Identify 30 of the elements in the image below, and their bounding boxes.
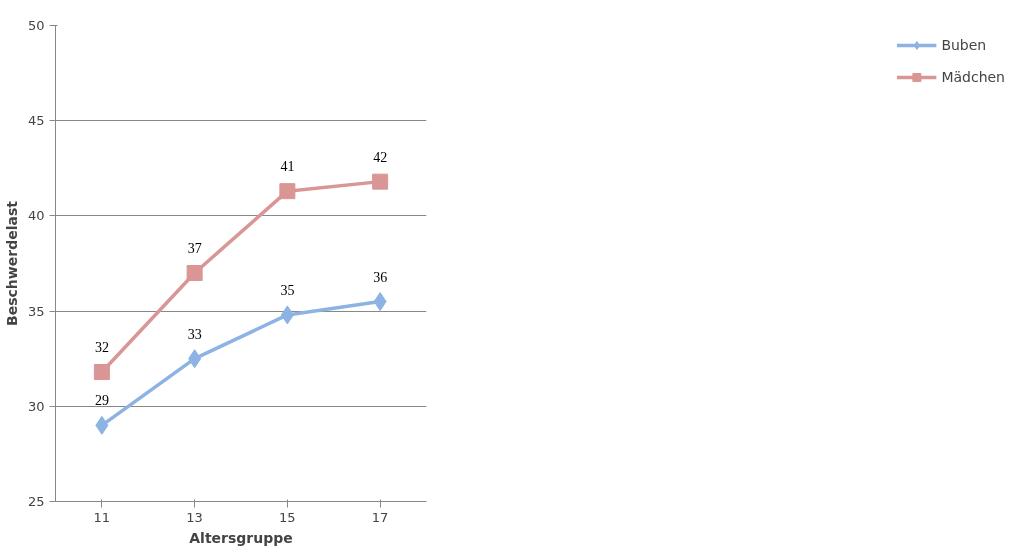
x-tick-label: 17 <box>371 509 389 525</box>
point <box>93 364 110 381</box>
point <box>186 265 203 282</box>
legend-label: Mädchen <box>941 69 1005 85</box>
point <box>279 183 296 200</box>
y-axis-title: Beschwerdelast <box>3 200 20 326</box>
data-label: 37 <box>187 241 202 257</box>
point <box>372 173 389 190</box>
x-tick-label: 15 <box>279 509 296 525</box>
y-tick-label: 50 <box>27 18 45 33</box>
x-tick-label: 13 <box>186 509 203 525</box>
y-tick-label: 45 <box>27 113 45 129</box>
x-axis-title: Altersgruppe <box>189 529 293 546</box>
data-label: 41 <box>280 159 295 175</box>
data-label: 36 <box>373 269 388 285</box>
data-label: 29 <box>94 393 109 409</box>
x-tick-label: 11 <box>93 509 111 525</box>
point <box>188 349 202 369</box>
data-label: 42 <box>373 149 388 165</box>
y-tick-label: 25 <box>27 494 45 509</box>
y-tick-label: 40 <box>27 208 45 224</box>
legend-label: Buben <box>941 37 987 53</box>
y-tick-label: 30 <box>27 398 45 414</box>
point <box>95 415 109 435</box>
data-label: 33 <box>187 326 202 342</box>
data-label: 35 <box>280 282 295 298</box>
point <box>280 305 294 325</box>
data-label: 32 <box>94 340 109 356</box>
y-tick-label: 35 <box>27 303 45 319</box>
point <box>373 292 387 312</box>
